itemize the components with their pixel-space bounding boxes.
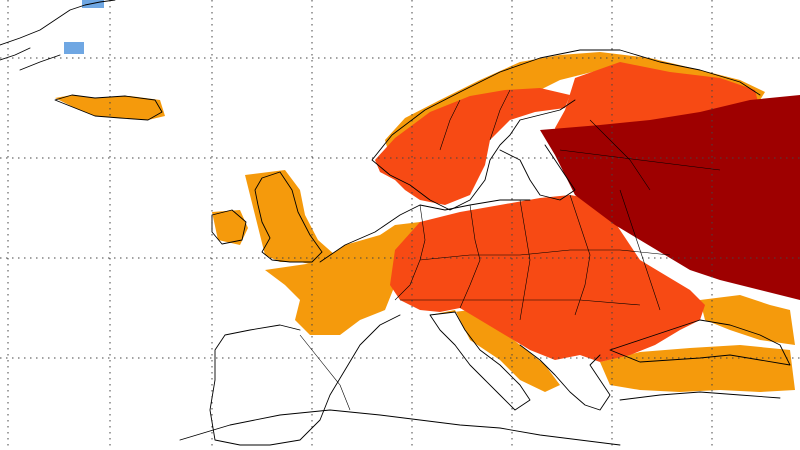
category-3-region: [540, 95, 800, 300]
border: [419, 249, 671, 261]
coast-italy: [429, 311, 531, 411]
coastlines: [0, 0, 791, 446]
coast-greenland: [0, 0, 116, 71]
shading-layer: [55, 0, 800, 392]
border: [459, 204, 481, 309]
category-1-region: [55, 52, 795, 392]
shade-france: [265, 222, 420, 335]
coast-scandinavia: [371, 49, 761, 211]
shade-greenland-a: [82, 0, 104, 8]
shade-ireland: [212, 210, 248, 245]
coast-iceland: [54, 94, 163, 121]
border: [569, 194, 591, 316]
coast-north-africa: [179, 409, 621, 446]
coast-turkey-south: [619, 391, 781, 401]
border: [299, 334, 351, 411]
shade-russia: [540, 95, 800, 300]
shade-central-europe: [390, 195, 705, 362]
coast-baltic: [499, 144, 576, 201]
coast-balkans: [519, 344, 611, 411]
border: [400, 299, 641, 306]
shade-turkey: [600, 345, 795, 392]
shade-british-isles: [245, 170, 335, 268]
border: [559, 149, 721, 171]
country-borders: [299, 89, 721, 411]
shade-scandinavia-rim: [385, 52, 765, 175]
negative-category-region: [64, 0, 104, 54]
border: [489, 89, 511, 141]
shade-iceland: [55, 95, 165, 120]
coast-ireland: [211, 209, 247, 245]
border: [619, 189, 661, 311]
coast-black-sea: [609, 319, 791, 366]
shade-scandinavia: [375, 88, 570, 205]
shade-balkans: [430, 310, 560, 392]
shade-greenland-b: [64, 42, 84, 54]
border: [439, 99, 461, 151]
border: [589, 119, 651, 191]
coast-britain: [254, 171, 323, 263]
shade-caucasus: [700, 295, 795, 345]
coast-iberia: [209, 314, 401, 446]
